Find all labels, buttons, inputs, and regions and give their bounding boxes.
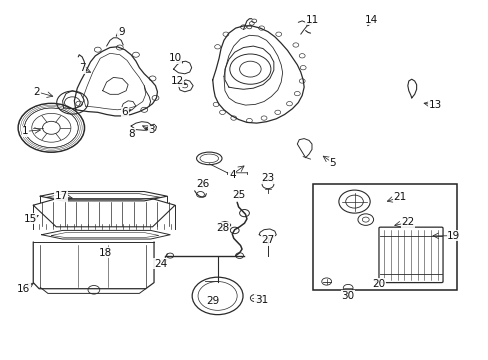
Text: 18: 18 <box>98 248 112 258</box>
Text: 9: 9 <box>118 27 124 37</box>
Text: 8: 8 <box>128 129 135 139</box>
Bar <box>312 184 456 290</box>
Text: 28: 28 <box>215 222 229 233</box>
Text: 19: 19 <box>446 231 460 241</box>
Text: 7: 7 <box>79 63 85 73</box>
Text: 6: 6 <box>121 107 128 117</box>
Text: 21: 21 <box>392 192 406 202</box>
Text: 29: 29 <box>205 296 219 306</box>
Text: 10: 10 <box>168 53 181 63</box>
Text: 2: 2 <box>33 87 40 97</box>
Text: 23: 23 <box>261 173 274 183</box>
Text: 13: 13 <box>427 100 441 110</box>
Text: 5: 5 <box>328 158 335 168</box>
Text: 14: 14 <box>364 15 378 25</box>
Text: 17: 17 <box>54 191 68 201</box>
Text: 1: 1 <box>22 126 29 136</box>
Text: 24: 24 <box>153 258 167 269</box>
Text: 22: 22 <box>401 217 414 228</box>
Text: 26: 26 <box>196 179 209 189</box>
Text: 3: 3 <box>148 125 155 135</box>
Text: 31: 31 <box>254 294 268 305</box>
Text: 4: 4 <box>228 170 235 180</box>
Text: 15: 15 <box>23 214 37 224</box>
Text: 20: 20 <box>372 279 385 289</box>
Text: 25: 25 <box>231 190 245 200</box>
Text: 27: 27 <box>261 235 274 246</box>
Text: 16: 16 <box>17 284 30 294</box>
Text: 12: 12 <box>170 76 183 86</box>
Text: 30: 30 <box>341 291 354 301</box>
Text: 11: 11 <box>305 15 318 25</box>
